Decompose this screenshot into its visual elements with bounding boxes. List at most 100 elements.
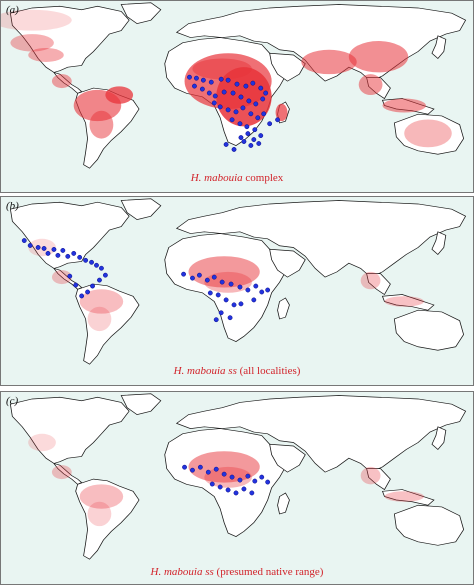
- occurrence-point: [83, 257, 89, 263]
- occurrence-point: [45, 250, 51, 256]
- occurrence-point: [248, 143, 254, 148]
- suitability-patch: [301, 49, 357, 75]
- landmass-greenland: [120, 2, 162, 25]
- occurrence-point: [253, 283, 259, 289]
- occurrence-point: [225, 107, 231, 113]
- occurrence-point: [21, 238, 27, 243]
- suitability-patch: [204, 466, 252, 488]
- occurrence-point: [217, 104, 223, 110]
- occurrence-point: [243, 83, 249, 89]
- suitability-patch: [382, 98, 427, 113]
- landmass-north-america: [9, 5, 130, 73]
- occurrence-point: [251, 297, 257, 303]
- landmass-arabia: [269, 248, 306, 278]
- occurrence-point: [204, 277, 210, 283]
- panel-label-a: (a): [6, 4, 19, 16]
- panel-label-c: (c): [6, 395, 19, 407]
- occurrence-point: [219, 279, 225, 285]
- occurrence-point: [217, 484, 223, 490]
- landmass-japan: [431, 35, 447, 60]
- panel-a: (a) H. mabouia complex: [0, 0, 474, 193]
- suitability-patch: [87, 501, 112, 527]
- caption-c: H. mabouia ss (presumed native range): [150, 566, 324, 578]
- occurrence-point: [241, 139, 247, 144]
- suitability-patch: [87, 306, 112, 332]
- landmass-islands-sea: [381, 294, 435, 311]
- landmass-indochina: [366, 273, 391, 296]
- landmass-africa: [164, 428, 286, 537]
- suitability-patch: [79, 289, 124, 314]
- occurrence-point: [190, 467, 195, 473]
- occurrence-point: [237, 284, 243, 290]
- occurrence-point: [253, 101, 259, 107]
- landmass-arabia: [269, 52, 306, 82]
- occurrence-point: [97, 277, 102, 283]
- landmass-north-america: [9, 201, 130, 269]
- landmass-south-america: [75, 478, 140, 560]
- panel-b: (b) H. mabouia ss (all localities): [0, 196, 474, 386]
- landmass-central-america: [52, 462, 83, 485]
- map-c: [9, 393, 467, 560]
- occurrence-point: [205, 469, 211, 475]
- occurrence-point: [223, 142, 229, 147]
- landmass-australia: [393, 113, 465, 155]
- world-map: [9, 198, 467, 365]
- suitability-patch: [51, 74, 72, 89]
- occurrence-point: [244, 124, 250, 130]
- caption-a: H. mabouia complex: [190, 172, 284, 184]
- occurrence-point: [256, 141, 262, 146]
- occurrence-point: [73, 282, 79, 288]
- occurrence-point: [55, 252, 61, 258]
- occurrence-point: [260, 96, 266, 102]
- occurrence-point: [27, 243, 33, 248]
- occurrence-point: [245, 287, 251, 293]
- occurrence-point: [99, 265, 104, 271]
- landmass-madagascar: [277, 297, 290, 320]
- landmass-south-america: [75, 283, 140, 365]
- occurrence-point: [245, 131, 251, 137]
- suitability-patch: [1, 9, 72, 31]
- occurrence-point: [237, 477, 243, 483]
- caption-b: H. mabouia ss (all localities): [173, 365, 301, 377]
- suitability-patch: [89, 110, 114, 139]
- occurrence-point: [212, 93, 218, 99]
- occurrence-point: [194, 75, 199, 81]
- landmass-arabia: [269, 443, 306, 473]
- landmass-north-america: [9, 396, 130, 464]
- landmass-greenland: [120, 198, 162, 221]
- suitability-patch: [348, 41, 409, 73]
- occurrence-point: [187, 74, 192, 80]
- landmass-eurasia: [175, 200, 467, 278]
- occurrence-point: [190, 275, 195, 281]
- occurrence-point: [67, 273, 73, 279]
- occurrence-point: [230, 90, 236, 96]
- occurrence-point: [229, 117, 235, 123]
- landmass-greenland: [120, 393, 162, 416]
- occurrence-point: [227, 315, 233, 321]
- landmass-australia: [393, 504, 465, 546]
- occurrence-point: [60, 248, 66, 253]
- landmass-islands-sea: [381, 489, 435, 506]
- suitability-patch: [51, 465, 72, 480]
- occurrence-point: [252, 127, 258, 133]
- occurrence-point: [215, 292, 221, 298]
- suitability-patch: [384, 296, 425, 307]
- occurrence-point: [223, 297, 229, 303]
- occurrence-point: [261, 111, 267, 117]
- occurrence-point: [206, 90, 212, 96]
- panel-label-b: (b): [6, 200, 19, 212]
- occurrence-point: [213, 466, 219, 472]
- occurrence-point: [208, 79, 214, 85]
- occurrence-point: [213, 317, 219, 323]
- occurrence-point: [238, 301, 244, 307]
- occurrence-point: [35, 245, 41, 250]
- occurrence-point: [238, 94, 244, 100]
- occurrence-point: [85, 289, 91, 295]
- occurrence-point: [181, 271, 186, 277]
- landmass-indochina: [366, 468, 391, 491]
- occurrence-point: [209, 481, 215, 487]
- occurrence-point: [265, 479, 271, 485]
- occurrence-point: [275, 117, 280, 123]
- occurrence-point: [233, 490, 239, 496]
- panel-c: (c) H. mabouia ss (presumed native range…: [0, 391, 474, 585]
